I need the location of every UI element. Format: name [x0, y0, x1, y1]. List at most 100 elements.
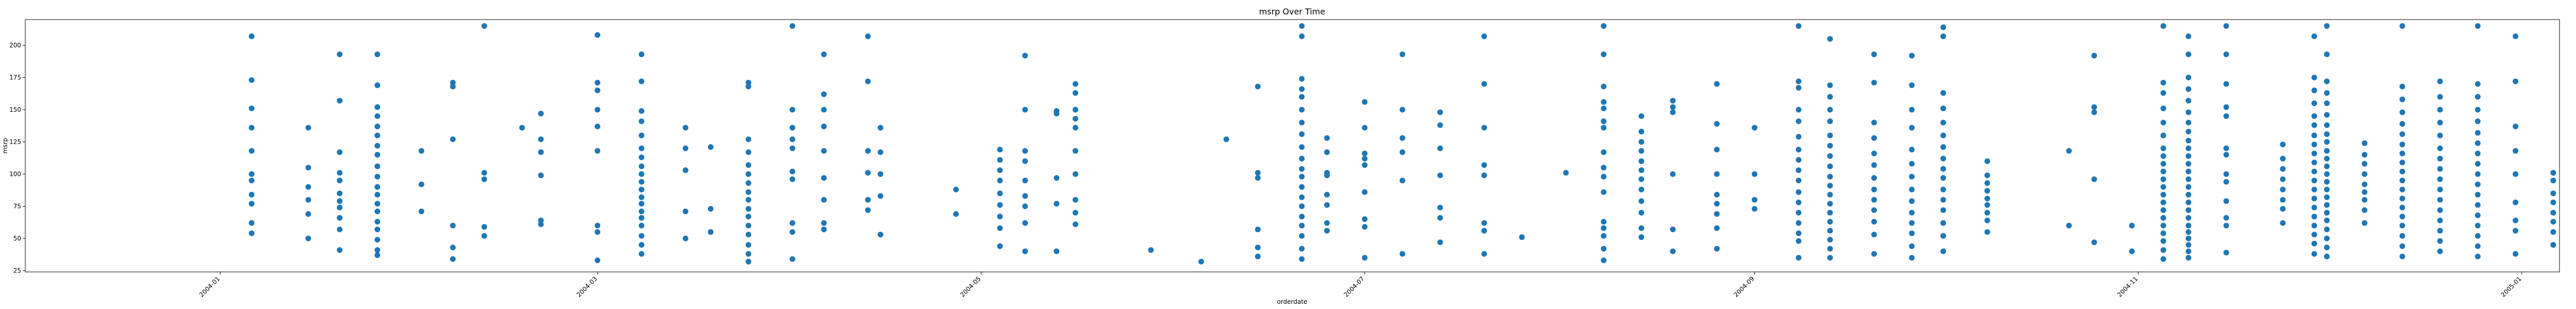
data-point — [375, 174, 380, 180]
data-point — [1827, 228, 1833, 234]
data-point — [2160, 215, 2166, 221]
data-point — [2160, 106, 2166, 111]
data-point — [2160, 80, 2166, 85]
data-point — [336, 52, 343, 57]
data-point — [745, 171, 752, 177]
data-point — [1399, 149, 1405, 155]
data-point — [1299, 33, 1305, 39]
data-point — [1022, 158, 1028, 164]
data-point — [1940, 90, 1946, 96]
data-point — [1827, 246, 1833, 252]
data-point — [1481, 251, 1487, 257]
data-point — [1827, 201, 1833, 207]
data-point — [2513, 124, 2519, 129]
data-point — [1940, 175, 1946, 181]
data-point — [1940, 132, 1946, 139]
data-point — [2437, 107, 2443, 113]
data-point — [375, 82, 380, 88]
data-point — [336, 149, 343, 155]
y-tick-label: 25 — [13, 267, 21, 274]
data-point — [2066, 222, 2072, 229]
data-point — [2223, 222, 2229, 229]
data-point — [481, 224, 487, 230]
data-point — [1601, 83, 1607, 90]
data-point — [336, 170, 343, 176]
data-point — [1481, 81, 1487, 87]
data-point — [2223, 52, 2229, 57]
data-point — [2160, 119, 2166, 126]
data-point — [2324, 194, 2330, 200]
data-point — [248, 201, 255, 207]
data-point — [595, 88, 601, 93]
data-point — [1827, 132, 1833, 139]
data-point — [1437, 173, 1443, 178]
data-point — [2475, 222, 2481, 229]
data-point — [336, 215, 343, 221]
data-point — [375, 143, 380, 149]
data-point — [1362, 216, 1368, 222]
data-point — [1362, 125, 1368, 131]
data-point — [595, 222, 601, 229]
data-point — [2475, 212, 2481, 218]
data-point — [2399, 233, 2405, 239]
data-point — [2185, 119, 2192, 126]
data-point — [2160, 23, 2166, 29]
data-point — [1054, 175, 1060, 181]
data-point — [1362, 224, 1368, 230]
data-point — [375, 237, 380, 243]
data-point — [2399, 168, 2405, 175]
data-point — [1909, 186, 1915, 193]
data-point — [1362, 150, 1368, 157]
y-axis-label: msrp — [2, 138, 9, 154]
data-point — [1072, 221, 1078, 227]
data-point — [2324, 112, 2330, 118]
data-point — [821, 107, 827, 113]
data-point — [1437, 204, 1443, 211]
data-point — [481, 176, 487, 182]
data-point — [1362, 255, 1368, 261]
data-point — [1324, 135, 1330, 141]
data-point — [1984, 196, 1990, 201]
data-point — [1072, 197, 1078, 203]
data-point — [2324, 235, 2330, 242]
data-point — [1827, 107, 1833, 113]
data-point — [2399, 178, 2405, 183]
data-point — [1198, 259, 1204, 265]
data-point — [638, 171, 645, 177]
data-point — [1638, 129, 1645, 134]
data-point — [1871, 251, 1877, 257]
data-point — [2185, 192, 2192, 198]
data-point — [2223, 145, 2229, 151]
data-point — [789, 136, 795, 142]
data-point — [997, 147, 1003, 152]
data-point — [1299, 119, 1305, 126]
data-point — [1148, 247, 1154, 253]
data-point — [1299, 131, 1305, 137]
data-point — [2160, 256, 2166, 262]
data-point — [375, 209, 380, 214]
data-point — [1054, 248, 1060, 254]
data-point — [2160, 90, 2166, 96]
data-point — [1255, 227, 1261, 232]
data-point — [1670, 109, 1676, 115]
data-point — [2399, 222, 2405, 229]
data-point — [1022, 193, 1028, 199]
data-point — [2324, 245, 2330, 250]
data-point — [2437, 145, 2443, 151]
data-point — [1601, 106, 1607, 111]
data-point — [2311, 196, 2317, 201]
data-point — [519, 125, 525, 131]
data-point — [997, 178, 1003, 183]
data-point — [1984, 188, 1990, 194]
data-point — [638, 78, 645, 84]
data-point — [2399, 109, 2405, 115]
data-point — [375, 192, 380, 198]
data-point — [2185, 168, 2192, 175]
data-point — [2223, 198, 2229, 204]
data-point — [2223, 171, 2229, 177]
data-point — [2311, 251, 2317, 257]
data-point — [2324, 23, 2330, 29]
data-point — [877, 149, 884, 155]
data-point — [1827, 82, 1833, 88]
data-point — [1871, 162, 1877, 168]
